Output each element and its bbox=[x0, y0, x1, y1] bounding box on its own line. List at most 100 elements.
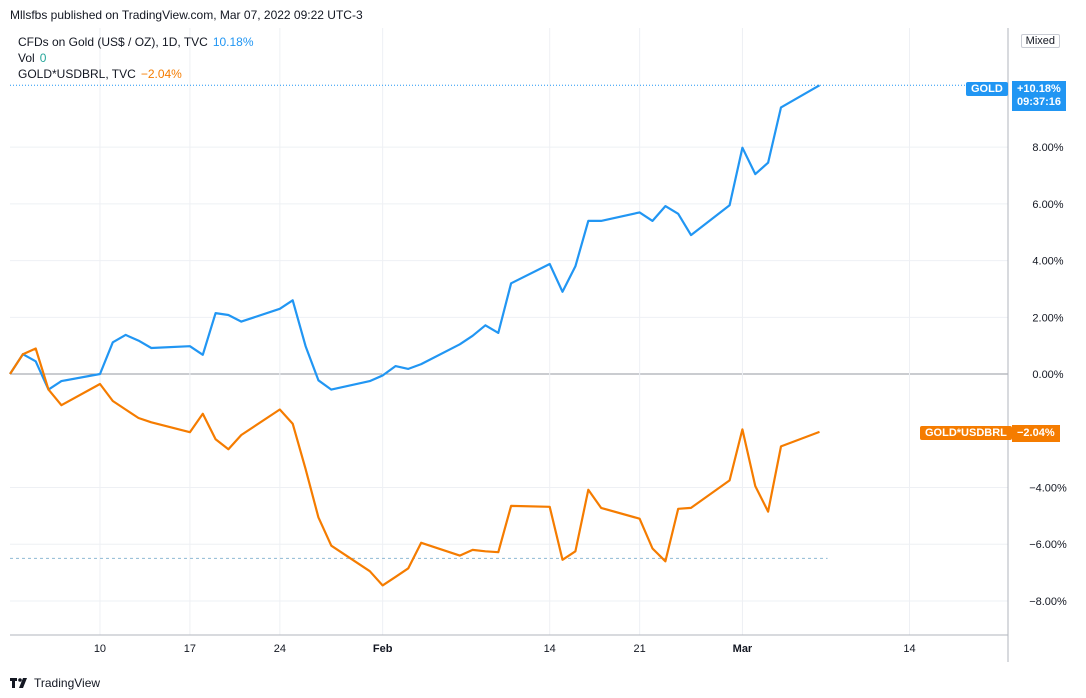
legend-row-gold[interactable]: CFDs on Gold (US$ / OZ), 1D, TVC 10.18% bbox=[18, 34, 254, 50]
legend: CFDs on Gold (US$ / OZ), 1D, TVC 10.18% V… bbox=[18, 34, 254, 82]
gold-data-point bbox=[34, 359, 38, 363]
y-tick-label: 0.00% bbox=[1032, 369, 1063, 381]
goldbrl-data-point bbox=[278, 408, 282, 412]
gold-data-point bbox=[291, 298, 295, 302]
gold-data-point bbox=[111, 340, 115, 344]
gold-data-point bbox=[368, 379, 372, 383]
gold-data-point bbox=[548, 262, 552, 266]
goldbrl-data-point bbox=[599, 506, 603, 510]
goldbrl-data-point bbox=[651, 546, 655, 550]
goldbrl-data-point bbox=[586, 488, 590, 492]
goldbrl-data-point bbox=[304, 467, 308, 471]
gold-data-point bbox=[651, 219, 655, 223]
goldbrl-data-point bbox=[779, 444, 783, 448]
gold-data-point bbox=[740, 146, 744, 150]
goldbrl-data-point bbox=[111, 399, 115, 403]
x-tick-label: 10 bbox=[94, 643, 106, 655]
goldbrl-data-point bbox=[124, 408, 128, 412]
y-tick-label: 6.00% bbox=[1032, 199, 1063, 211]
footer-brand[interactable]: TradingView bbox=[10, 676, 100, 690]
goldbrl-data-point bbox=[316, 515, 320, 519]
goldbrl-data-point bbox=[214, 437, 218, 441]
goldbrl-data-point bbox=[59, 403, 63, 407]
goldbrl-price-label: −2.04% bbox=[1012, 425, 1060, 442]
x-tick-label: 14 bbox=[903, 643, 915, 655]
goldbrl-data-point bbox=[458, 554, 462, 558]
footer-brand-label: TradingView bbox=[34, 676, 101, 690]
goldbrl-data-point bbox=[753, 484, 757, 488]
gold-data-point bbox=[471, 334, 475, 338]
goldbrl-data-point bbox=[818, 430, 822, 434]
goldbrl-data-point bbox=[329, 544, 333, 548]
legend-row-vol[interactable]: Vol 0 bbox=[18, 50, 254, 66]
gold-data-point bbox=[728, 203, 732, 207]
gold-data-point bbox=[766, 161, 770, 165]
goldbrl-data-point bbox=[8, 372, 12, 376]
gold-data-point bbox=[278, 307, 282, 311]
gold-data-point bbox=[149, 346, 153, 350]
goldbrl-data-point bbox=[728, 478, 732, 482]
gold-data-point bbox=[239, 320, 243, 324]
gold-data-point bbox=[638, 210, 642, 214]
gold-data-point bbox=[304, 344, 308, 348]
goldbrl-data-point bbox=[740, 427, 744, 431]
goldbrl-data-point bbox=[509, 504, 513, 508]
gold-price-label: +10.18% 09:37:16 bbox=[1012, 81, 1067, 111]
gold-data-point bbox=[586, 219, 590, 223]
gold-series-tag: GOLD bbox=[966, 82, 1008, 96]
legend-label-vol: Vol bbox=[18, 51, 35, 65]
gold-data-point bbox=[214, 311, 218, 315]
gold-data-point bbox=[329, 388, 333, 392]
goldbrl-data-point bbox=[137, 416, 141, 420]
y-tick-label: −4.00% bbox=[1029, 483, 1067, 495]
goldbrl-series-line[interactable] bbox=[9, 347, 820, 587]
gold-data-point bbox=[573, 264, 577, 268]
gold-price-countdown: 09:37:16 bbox=[1017, 96, 1062, 108]
gold-data-point bbox=[137, 339, 141, 343]
goldbrl-data-point bbox=[496, 550, 500, 554]
gold-data-point bbox=[689, 233, 693, 237]
goldbrl-data-point bbox=[638, 517, 642, 521]
goldbrl-data-point bbox=[676, 507, 680, 511]
scale-mode-badge[interactable]: Mixed bbox=[1020, 34, 1060, 48]
goldbrl-data-point bbox=[291, 422, 295, 426]
grid-layer bbox=[10, 28, 1008, 635]
gold-data-point bbox=[458, 342, 462, 346]
goldbrl-data-point bbox=[406, 566, 410, 570]
gold-data-point bbox=[599, 219, 603, 223]
legend-label-goldbrl: GOLD*USDBRL, TVC bbox=[18, 67, 136, 81]
gold-data-point bbox=[124, 333, 128, 337]
x-tick-label: Feb bbox=[373, 643, 393, 655]
goldbrl-data-point bbox=[201, 412, 205, 416]
gold-data-point bbox=[753, 172, 757, 176]
goldbrl-series-tag: GOLD*USDBRL bbox=[920, 426, 1012, 440]
y-tick-label: −8.00% bbox=[1029, 596, 1067, 608]
x-tick-label: 24 bbox=[274, 643, 286, 655]
gold-data-point bbox=[188, 344, 192, 348]
gold-price-value: +10.18% bbox=[1017, 83, 1061, 95]
goldbrl-data-point bbox=[663, 559, 667, 563]
goldbrl-data-point bbox=[573, 549, 577, 553]
goldbrl-data-point bbox=[47, 388, 51, 392]
goldbrl-data-point bbox=[149, 420, 153, 424]
y-tick-label: 8.00% bbox=[1032, 142, 1063, 154]
goldbrl-data-point bbox=[766, 510, 770, 514]
goldbrl-price-value: −2.04% bbox=[1017, 427, 1055, 439]
legend-row-goldbrl[interactable]: GOLD*USDBRL, TVC −2.04% bbox=[18, 66, 254, 82]
goldbrl-data-point bbox=[471, 548, 475, 552]
gold-data-point bbox=[419, 362, 423, 366]
goldbrl-data-point bbox=[689, 506, 693, 510]
gold-data-point bbox=[561, 290, 565, 294]
goldbrl-data-point bbox=[34, 347, 38, 351]
gold-data-point bbox=[316, 378, 320, 382]
gold-series-line[interactable] bbox=[9, 84, 821, 391]
x-tick-label: 21 bbox=[634, 643, 646, 655]
gold-data-point bbox=[394, 364, 398, 368]
gold-data-point bbox=[509, 281, 513, 285]
gold-data-point bbox=[226, 313, 230, 317]
goldbrl-data-point bbox=[394, 575, 398, 579]
tradingview-logo-icon bbox=[10, 678, 27, 688]
goldbrl-data-point bbox=[226, 447, 230, 451]
gold-data-point bbox=[676, 212, 680, 216]
